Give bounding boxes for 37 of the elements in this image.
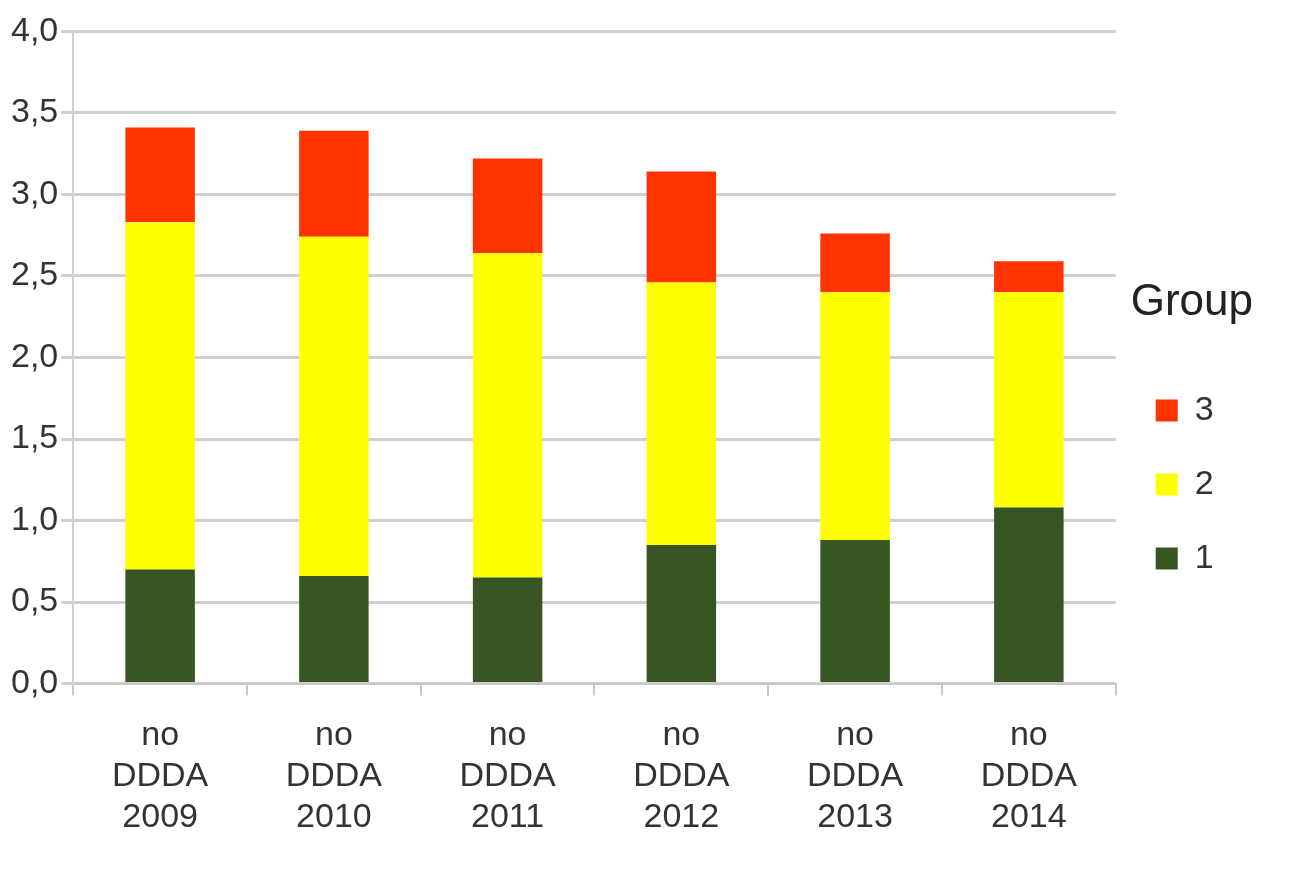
y-tick-label: 0,5 — [11, 580, 59, 619]
bar — [994, 507, 1064, 683]
x-tick-label: no DDDA 2009 — [111, 714, 209, 834]
legend-label: 1 — [1194, 536, 1214, 575]
y-tick-label: 4,0 — [11, 9, 59, 48]
bar — [994, 261, 1064, 293]
x-tick-label: no DDDA 2014 — [980, 714, 1078, 834]
y-tick-label: 3,5 — [11, 91, 59, 130]
legend-label: 2 — [1194, 462, 1214, 501]
bar — [472, 253, 543, 578]
bar — [472, 577, 543, 683]
bar — [125, 127, 195, 223]
bar — [646, 171, 717, 283]
x-tick-label: no DDDA 2012 — [633, 714, 730, 834]
y-tick-label: 1,0 — [11, 498, 59, 537]
bar — [299, 236, 369, 576]
y-tick-label: 2,5 — [11, 254, 59, 293]
bar — [646, 545, 717, 683]
bar — [820, 292, 890, 541]
y-tick-label: 3,0 — [11, 172, 59, 211]
x-tick-label: no DDDA 2010 — [285, 714, 383, 834]
bar — [299, 575, 369, 683]
bar — [299, 130, 369, 237]
bar — [125, 222, 195, 570]
legend-title: Group — [1130, 274, 1253, 324]
bar — [820, 233, 890, 293]
legend-label: 3 — [1194, 388, 1214, 427]
bar — [994, 292, 1064, 508]
bar — [820, 540, 890, 683]
x-tick-label: no DDDA 2013 — [806, 714, 904, 834]
bar — [125, 569, 195, 683]
y-tick-label: 2,0 — [11, 335, 59, 374]
y-tick-label: 0,0 — [11, 661, 59, 700]
y-tick-label: 1,5 — [11, 417, 59, 456]
bar — [646, 282, 717, 546]
x-tick-label: no DDDA 2011 — [459, 714, 557, 834]
bar — [472, 158, 543, 254]
